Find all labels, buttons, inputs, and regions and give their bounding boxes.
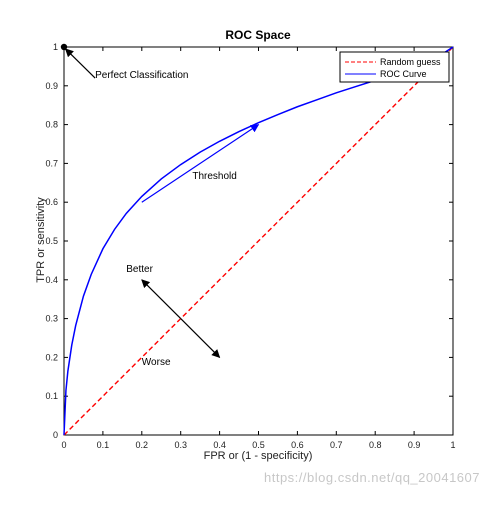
y-ticks: 0 0.1 0.2 0.3 0.4 0.5 0.6 0.7 0.8 0.9 1 <box>45 42 453 440</box>
x-tick-label: 0.3 <box>174 440 187 450</box>
x-ticks: 0 0.1 0.2 0.3 0.4 0.5 0.6 0.7 0.8 0.9 1 <box>61 47 456 450</box>
y-axis-label: TPR or sensitivity <box>35 197 47 283</box>
perfect-classification-arrow <box>64 48 96 79</box>
x-tick-label: 0.9 <box>408 440 421 450</box>
y-tick-label: 0.9 <box>45 81 58 91</box>
arrows-group <box>64 48 260 358</box>
chart-title: ROC Space <box>225 28 291 42</box>
x-tick-label: 0 <box>61 440 66 450</box>
annotation-better: Better <box>126 264 153 275</box>
legend: Random guess ROC Curve <box>339 51 450 83</box>
annotation-perfect-classification: Perfect Classification <box>95 70 188 81</box>
y-tick-label: 1 <box>53 42 58 52</box>
y-tick-label: 0.1 <box>45 391 58 401</box>
x-tick-label: 0.5 <box>252 440 265 450</box>
annotations-group: Perfect Classification Threshold Better … <box>95 70 237 368</box>
x-tick-label: 0.8 <box>369 440 382 450</box>
worse-arrow <box>180 318 221 358</box>
legend-label-random-guess: Random guess <box>380 57 441 67</box>
y-tick-label: 0.7 <box>45 158 58 168</box>
x-tick-label: 0.2 <box>136 440 149 450</box>
watermark-text: https://blog.csdn.net/qq_20041607 <box>264 470 480 485</box>
legend-label-roc-curve: ROC Curve <box>380 69 427 79</box>
x-tick-label: 0.1 <box>97 440 110 450</box>
legend-box <box>339 51 450 83</box>
x-tick-label: 0.7 <box>330 440 343 450</box>
annotation-worse: Worse <box>142 357 171 368</box>
x-tick-label: 0.4 <box>213 440 226 450</box>
perfect-classification-point <box>60 43 68 51</box>
y-tick-label: 0.5 <box>45 236 58 246</box>
y-tick-label: 0.3 <box>45 314 58 324</box>
series-line-random-guess <box>63 46 454 436</box>
y-tick-label: 0.4 <box>45 275 58 285</box>
annotation-threshold: Threshold <box>192 171 236 182</box>
better-arrow <box>141 279 182 320</box>
y-tick-label: 0.8 <box>45 120 58 130</box>
threshold-arrow <box>141 124 260 203</box>
x-tick-label: 1 <box>450 440 455 450</box>
y-tick-label: 0.2 <box>45 352 58 362</box>
x-axis-label: FPR or (1 - specificity) <box>204 450 313 462</box>
y-tick-label: 0.6 <box>45 197 58 207</box>
y-tick-label: 0 <box>53 430 58 440</box>
x-tick-label: 0.6 <box>291 440 304 450</box>
